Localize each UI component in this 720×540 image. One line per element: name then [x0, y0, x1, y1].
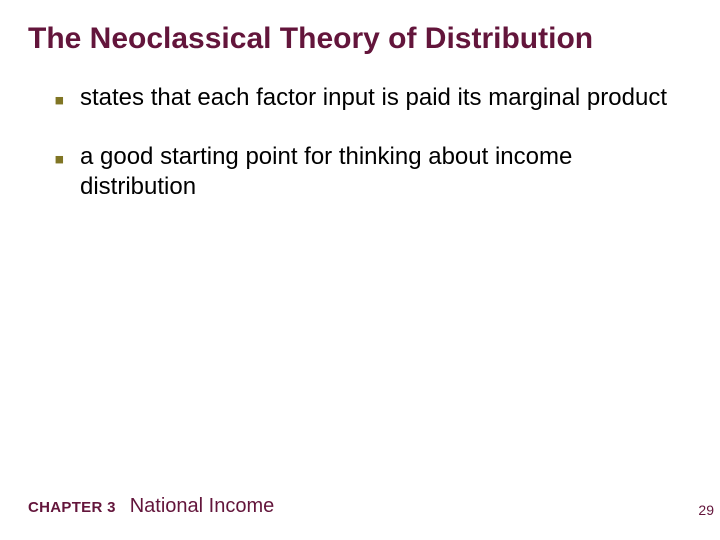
slide-footer: CHAPTER 3 National Income: [28, 495, 274, 518]
bullet-text: states that each factor input is paid it…: [80, 83, 667, 113]
list-item: ▪ a good starting point for thinking abo…: [54, 142, 680, 202]
bullet-list: ▪ states that each factor input is paid …: [0, 75, 720, 203]
square-bullet-icon: ▪: [54, 142, 80, 176]
square-bullet-icon: ▪: [54, 83, 80, 117]
list-item: ▪ states that each factor input is paid …: [54, 83, 680, 117]
chapter-label: CHAPTER 3: [28, 499, 116, 516]
chapter-title: National Income: [130, 495, 275, 518]
bullet-text: a good starting point for thinking about…: [80, 142, 680, 202]
slide-title: The Neoclassical Theory of Distribution: [0, 0, 720, 75]
slide: The Neoclassical Theory of Distribution …: [0, 0, 720, 540]
page-number: 29: [698, 502, 714, 518]
